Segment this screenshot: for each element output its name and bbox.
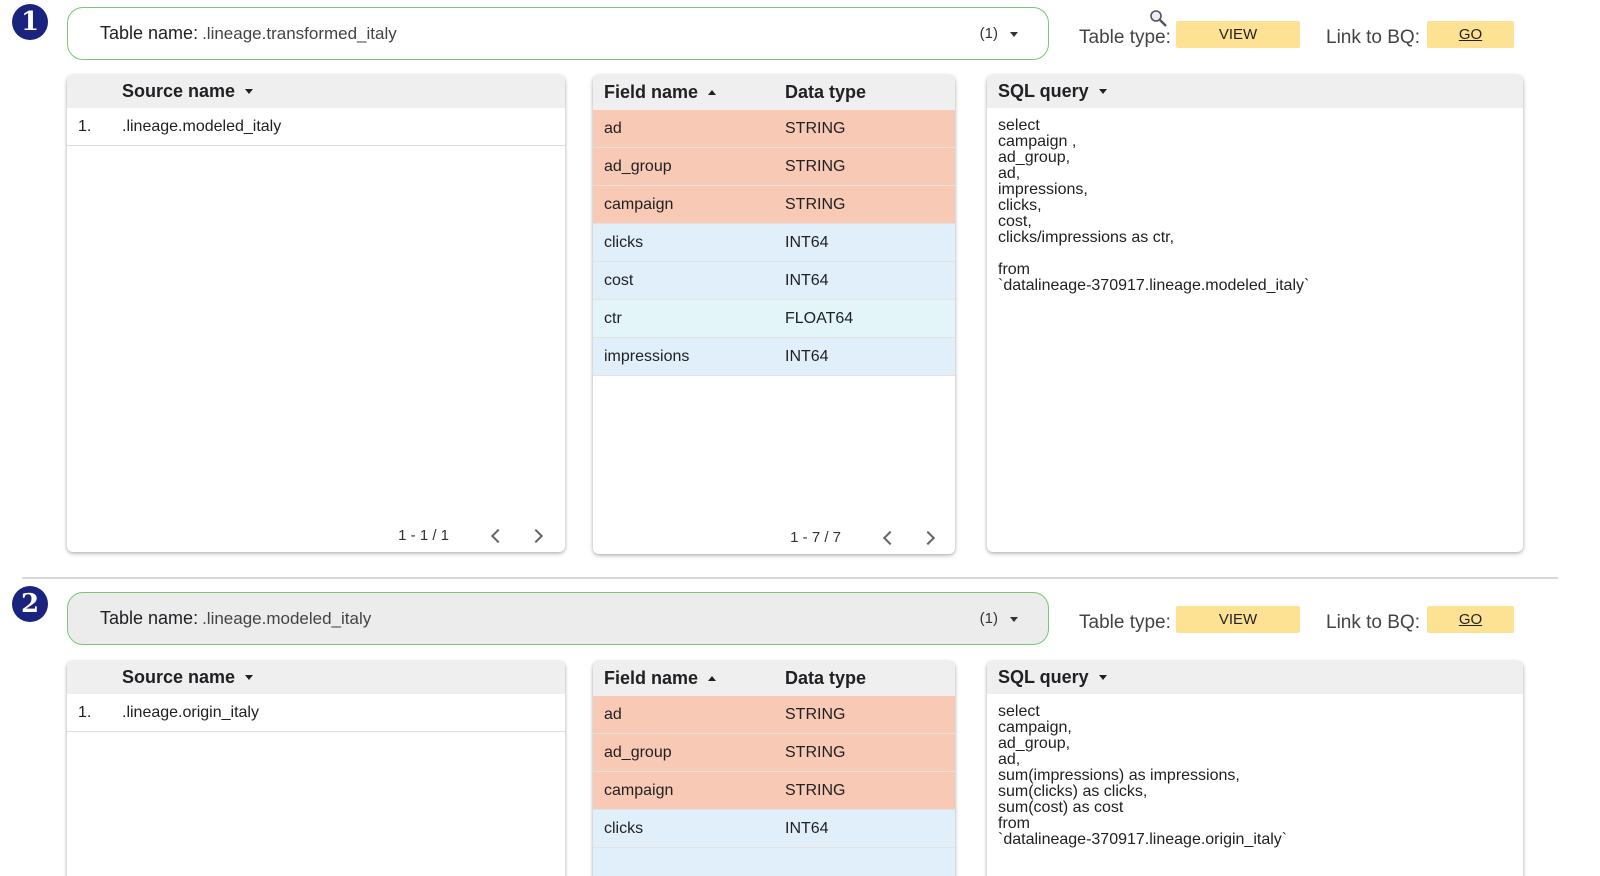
sql-query-header[interactable]: SQL query xyxy=(987,661,1523,694)
data-type-header[interactable]: Data type xyxy=(785,668,867,688)
field-table: Field name Data type ad STRING ad_group ST… xyxy=(593,661,955,876)
field-name-header[interactable]: Field name xyxy=(604,668,785,689)
table-name-value: .lineage.transformed_italy xyxy=(202,23,397,43)
table-row[interactable]: impressions INT64 xyxy=(593,338,955,376)
lineage-section-1: 1 Table name: .lineage.transformed_italy… xyxy=(12,4,1523,554)
sort-down-icon xyxy=(245,89,254,94)
sql-query-header[interactable]: SQL query xyxy=(987,75,1523,108)
source-name-header[interactable]: Source name xyxy=(67,661,565,694)
table-row[interactable]: clicks INT64 xyxy=(593,224,955,262)
source-name-cell: .lineage.origin_italy xyxy=(122,703,259,721)
chevron-down-icon[interactable] xyxy=(1010,32,1018,37)
section-number-badge: 1 xyxy=(12,4,48,40)
table-row[interactable]: ctr FLOAT64 xyxy=(593,300,955,338)
table-type-label: Table type: xyxy=(1079,27,1171,48)
chevron-right-icon[interactable] xyxy=(528,528,544,543)
table-name-label: Table name xyxy=(100,23,194,43)
sort-down-icon xyxy=(245,675,254,680)
chevron-right-icon[interactable] xyxy=(920,530,936,545)
lineage-section-2: 2 Table name: .lineage.modeled_italy (1)… xyxy=(0,586,1600,876)
source-table: Source name 1. .lineage.origin_italy xyxy=(67,661,565,876)
table-type-value: VIEW xyxy=(1176,21,1300,48)
table-name-value: .lineage.modeled_italy xyxy=(202,608,372,628)
go-link[interactable]: GO xyxy=(1427,21,1514,48)
table-row[interactable]: campaign STRING xyxy=(593,186,955,224)
sql-query-panel: SQL query select campaign, ad_group, ad,… xyxy=(987,661,1523,876)
table-row[interactable] xyxy=(593,848,955,876)
table-name-label: Table name xyxy=(100,608,194,628)
sort-down-icon xyxy=(1098,89,1107,94)
field-name-header[interactable]: Field name xyxy=(604,82,785,103)
table-row[interactable]: ad STRING xyxy=(593,696,955,734)
source-pagination: 1 - 1 / 1 xyxy=(398,527,555,544)
table-row[interactable]: 1. .lineage.origin_italy xyxy=(67,694,565,732)
section-number-badge: 2 xyxy=(12,586,48,622)
sql-query-panel: SQL query select campaign , ad_group, ad… xyxy=(987,75,1523,552)
chevron-left-icon[interactable] xyxy=(490,528,506,543)
table-row[interactable]: 1. .lineage.modeled_italy xyxy=(67,108,565,146)
sort-up-icon xyxy=(708,90,717,95)
source-table: Source name 1. .lineage.modeled_italy 1 … xyxy=(67,75,565,552)
link-to-bq-label: Link to BQ: xyxy=(1326,612,1420,633)
table-type-label: Table type: xyxy=(1079,612,1171,633)
field-pagination: 1 - 7 / 7 xyxy=(790,529,947,546)
table-row[interactable]: ad STRING xyxy=(593,110,955,148)
pagination-range: 1 - 1 / 1 xyxy=(398,527,449,544)
source-name-cell: .lineage.modeled_italy xyxy=(122,117,282,135)
table-row[interactable]: campaign STRING xyxy=(593,772,955,810)
table-name-selector[interactable]: Table name: .lineage.transformed_italy (… xyxy=(67,7,1049,60)
pagination-range: 1 - 7 / 7 xyxy=(790,529,841,546)
link-to-bq-label: Link to BQ: xyxy=(1326,27,1420,48)
chevron-down-icon[interactable] xyxy=(1010,617,1018,622)
table-row[interactable]: ad_group STRING xyxy=(593,148,955,186)
data-type-header[interactable]: Data type xyxy=(785,82,867,102)
sort-down-icon xyxy=(1098,675,1107,680)
selection-count: (1) xyxy=(979,25,998,42)
chevron-left-icon[interactable] xyxy=(882,530,898,545)
section-divider xyxy=(22,577,1558,579)
selection-count: (1) xyxy=(979,610,998,627)
table-row[interactable]: cost INT64 xyxy=(593,262,955,300)
field-table: Field name Data type ad STRING ad_group ST… xyxy=(593,75,955,554)
go-link[interactable]: GO xyxy=(1427,606,1514,633)
table-type-value: VIEW xyxy=(1176,606,1300,633)
source-name-header[interactable]: Source name xyxy=(67,75,565,108)
search-icon[interactable] xyxy=(1148,8,1168,28)
table-row[interactable]: clicks INT64 xyxy=(593,810,955,848)
sql-query-text: select campaign, ad_group, ad, sum(impre… xyxy=(998,703,1288,848)
sql-query-text: select campaign , ad_group, ad, impressi… xyxy=(998,117,1310,294)
table-row[interactable]: ad_group STRING xyxy=(593,734,955,772)
table-name-selector[interactable]: Table name: .lineage.modeled_italy (1) xyxy=(67,592,1049,645)
sort-up-icon xyxy=(708,676,717,681)
